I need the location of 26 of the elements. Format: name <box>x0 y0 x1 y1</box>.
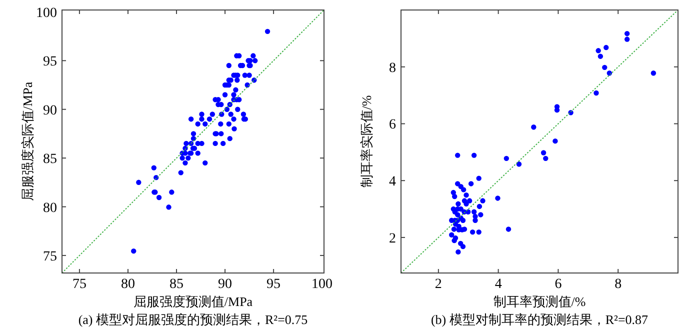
y-axis-title: 屈服强度实际值/MPa <box>20 82 35 202</box>
text: (a) 模型对屈服强度的预测结果，R²=0.75 <box>78 312 308 327</box>
x-tick-label: 85 <box>170 277 184 292</box>
y-tick-label: 95 <box>43 54 57 70</box>
text: (b) 模型对制耳率的预测结果，R²=0.87 <box>430 312 649 327</box>
x-tick-label: 8 <box>614 277 622 292</box>
x-tick-label: 2 <box>434 277 442 292</box>
y-tick-label: 75 <box>43 249 57 264</box>
y-tick-label: 80 <box>43 200 57 216</box>
y-tick-label: 85 <box>43 152 57 168</box>
y-tick-label: 8 <box>389 60 396 76</box>
x-tick-label: 100 <box>312 277 333 292</box>
y-axis-title: 制耳率实际值/% <box>359 95 374 188</box>
y-tick-label: 4 <box>389 174 396 190</box>
x-tick-label: 4 <box>494 277 502 292</box>
y-tick-label: 2 <box>389 231 396 246</box>
x-axis-title: 制耳率预测值/% <box>493 294 586 309</box>
x-tick-label: 75 <box>72 277 86 292</box>
x-tick-label: 6 <box>554 277 562 292</box>
y-tick-label: 6 <box>389 118 396 133</box>
y-tick-label: 90 <box>43 103 57 118</box>
x-axis-title: 屈服强度预测值/MPa <box>133 294 253 309</box>
y-tick-label: 100 <box>36 6 57 21</box>
x-tick-label: 95 <box>266 277 281 292</box>
x-tick-label: 90 <box>218 277 232 292</box>
x-tick-label: 80 <box>120 277 135 292</box>
